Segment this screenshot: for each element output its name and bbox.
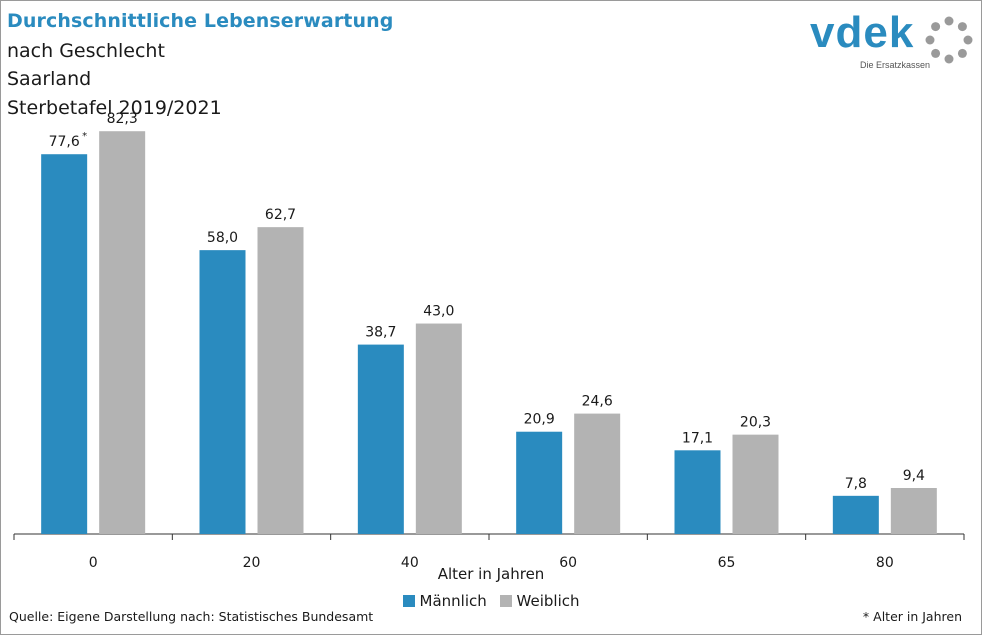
x-tick-label-0: 0 <box>89 555 98 571</box>
legend-label-male: Männlich <box>419 592 487 610</box>
bar-female-60 <box>574 413 621 534</box>
logo-ring-icon <box>925 16 973 64</box>
data-label-female-20: 62,7 <box>265 207 296 223</box>
chart-subtitle-period: Sterbetafel 2019/2021 <box>7 97 222 119</box>
chart-subtitle-region: Saarland <box>7 68 92 90</box>
x-tick-label-60: 60 <box>559 555 577 571</box>
bar-male-60 <box>516 431 563 534</box>
legend-label-female: Weiblich <box>516 592 580 610</box>
chart-title: Durchschnittliche Lebenserwartung <box>7 10 394 32</box>
data-label-male-65: 17,1 <box>682 430 713 446</box>
bar-male-0 <box>41 154 88 534</box>
x-tick-label-65: 65 <box>718 555 736 571</box>
x-tick-label-20: 20 <box>243 555 261 571</box>
data-label-male-60: 20,9 <box>524 412 555 428</box>
footnote: * Alter in Jahren <box>862 609 962 624</box>
legend-item-male: Männlich <box>402 592 487 610</box>
data-label-male-0: 77,6 <box>49 134 80 150</box>
data-label-male-20: 58,0 <box>207 230 238 246</box>
x-tick-label-80: 80 <box>876 555 894 571</box>
bar-male-20 <box>199 250 246 534</box>
chart-subtitle-gender: nach Geschlecht <box>7 40 165 62</box>
bar-female-65 <box>732 434 779 534</box>
legend: Männlich Weiblich <box>0 592 982 611</box>
data-label-male-40: 38,7 <box>365 325 396 341</box>
x-tick-label-40: 40 <box>401 555 419 571</box>
bar-female-40 <box>415 323 462 534</box>
bar-female-0 <box>99 131 146 534</box>
legend-swatch-female <box>499 595 512 607</box>
data-label-female-0: 82,3 <box>107 111 138 127</box>
x-axis-label: Alter in Jahren <box>437 565 545 583</box>
bar-male-65 <box>674 450 721 534</box>
footnote-marker: * <box>82 131 87 142</box>
bar-female-80 <box>890 487 937 534</box>
data-label-male-80: 7,8 <box>845 476 867 492</box>
logo-wordmark: vdek <box>810 8 915 57</box>
bar-female-20 <box>257 227 304 534</box>
legend-swatch-male <box>402 595 415 607</box>
data-label-female-80: 9,4 <box>903 468 925 484</box>
vdek-logo: vdek Die Ersatzkassen <box>810 8 975 76</box>
data-label-female-60: 24,6 <box>582 394 613 410</box>
data-label-female-40: 43,0 <box>423 304 454 320</box>
data-label-female-65: 20,3 <box>740 415 771 431</box>
logo-tagline: Die Ersatzkassen <box>860 60 931 70</box>
source-note: Quelle: Eigene Darstellung nach: Statist… <box>9 609 374 624</box>
bar-male-40 <box>357 344 404 534</box>
legend-item-female: Weiblich <box>499 592 580 610</box>
bar-male-80 <box>832 495 879 534</box>
